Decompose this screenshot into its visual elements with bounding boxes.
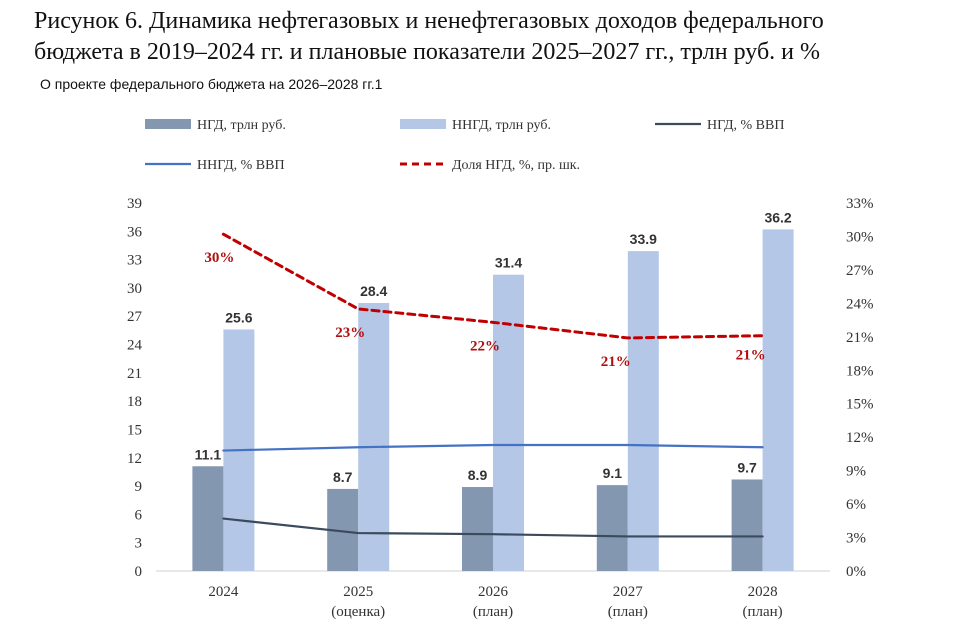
chart-title-line-2: бюджета в 2019–2024 гг. и плановые показ… (34, 39, 821, 65)
bar-nngd-3 (627, 251, 659, 571)
y-tick-left-4: 12 (127, 451, 142, 467)
bar-ngd-4 (731, 479, 763, 571)
y-tick-left-12: 36 (127, 224, 143, 240)
bar-label-nngd-4: 36.2 (764, 209, 791, 225)
bar-ngd-2 (462, 487, 493, 571)
x-tick-label-3: 2027 (613, 584, 644, 600)
y-tick-left-1: 3 (135, 536, 143, 552)
share-label-0: 30% (204, 250, 234, 266)
bar-label-nngd-0: 25.6 (225, 309, 252, 325)
x-tick-label-4: 2028 (748, 584, 778, 600)
y-tick-right-8: 24% (846, 296, 874, 312)
y-tick-right-11: 33% (846, 196, 874, 212)
x-tick-sublabel-1: (оценка) (331, 604, 385, 620)
x-tick-label-1: 2025 (343, 584, 373, 600)
x-tick-label-2: 2026 (478, 584, 509, 600)
legend-ngd-bar-swatch (145, 119, 191, 129)
bar-label-nngd-1: 28.4 (360, 283, 387, 299)
share-label-4: 21% (736, 348, 766, 364)
share-label-1: 23% (335, 325, 365, 341)
chart-title: Рисунок 6. Динамика нефтегазовых и ненеф… (34, 6, 934, 68)
bar-nngd-2 (493, 274, 524, 571)
legend-ngd-share-line-label: Доля НГД, %, пр. шк. (452, 158, 580, 173)
bar-label-ngd-3: 9.1 (603, 465, 623, 481)
y-tick-left-6: 18 (127, 394, 142, 410)
y-tick-left-10: 30 (127, 281, 142, 297)
y-tick-right-7: 21% (846, 330, 874, 346)
y-tick-right-2: 6% (846, 497, 866, 513)
y-tick-right-5: 15% (846, 397, 874, 413)
ngd-share-line (221, 232, 765, 340)
share-label-2: 22% (470, 338, 500, 354)
chart-subtitle: О проекте федерального бюджета на 2026–2… (40, 76, 383, 92)
bar-label-ngd-4: 9.7 (737, 459, 757, 475)
y-tick-left-9: 27 (127, 309, 143, 325)
bar-nngd-4 (762, 229, 794, 571)
y-tick-left-11: 33 (127, 253, 142, 269)
y-tick-left-7: 21 (127, 366, 142, 382)
y-tick-left-13: 39 (127, 196, 142, 212)
legend-nngd-bar-swatch (400, 119, 446, 129)
y-tick-right-9: 27% (846, 263, 874, 279)
y-tick-right-4: 12% (846, 430, 874, 446)
x-tick-sublabel-4: (план) (742, 604, 782, 620)
bar-label-nngd-2: 31.4 (495, 255, 522, 271)
y-tick-left-5: 15 (127, 422, 142, 438)
bar-label-ngd-1: 8.7 (333, 469, 353, 485)
x-tick-sublabel-2: (план) (473, 604, 513, 620)
bar-label-nngd-3: 33.9 (630, 231, 657, 247)
nngd-gdp-line (222, 443, 764, 452)
legend-ngd-bar-label: НГД, трлн руб. (197, 118, 286, 133)
bar-label-ngd-2: 8.9 (468, 467, 488, 483)
bar-ngd-3 (596, 485, 628, 571)
bar-nngd-1 (358, 303, 390, 571)
y-tick-right-0: 0% (846, 564, 866, 580)
y-tick-right-1: 3% (846, 531, 866, 547)
x-tick-sublabel-3: (план) (608, 604, 648, 620)
y-tick-right-6: 18% (846, 363, 874, 379)
bar-label-ngd-0: 11.1 (195, 446, 222, 462)
x-tick-label-0: 2024 (208, 584, 239, 600)
y-tick-left-0: 0 (135, 564, 143, 580)
chart-title-line-1: Рисунок 6. Динамика нефтегазовых и ненеф… (34, 8, 824, 34)
y-tick-left-3: 9 (135, 479, 143, 495)
legend-ngd-gdp-line-label: НГД, % ВВП (707, 118, 784, 133)
y-tick-left-8: 24 (127, 338, 143, 354)
legend-nngd-gdp-line-label: ННГД, % ВВП (197, 158, 285, 173)
bar-ngd-0 (192, 466, 224, 571)
y-tick-left-2: 6 (135, 507, 143, 523)
y-tick-right-10: 30% (846, 229, 874, 245)
legend-nngd-bar-label: ННГД, трлн руб. (452, 118, 551, 133)
y-tick-right-3: 9% (846, 464, 866, 480)
share-label-3: 21% (601, 354, 631, 370)
ngd-gdp-line (222, 517, 764, 538)
